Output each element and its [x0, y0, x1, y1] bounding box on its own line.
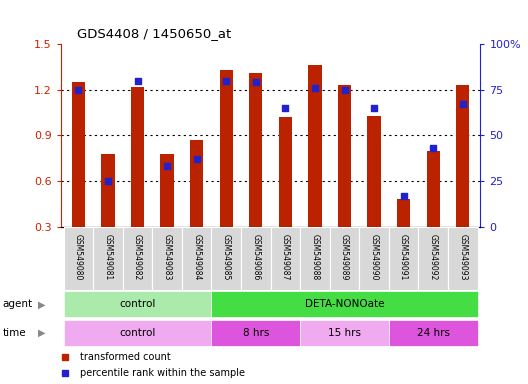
Text: 8 hrs: 8 hrs [243, 328, 269, 338]
Text: GSM549081: GSM549081 [103, 234, 112, 280]
Bar [338, 85, 351, 227]
Bar [64, 320, 212, 346]
Text: GSM549080: GSM549080 [74, 234, 83, 280]
Text: GSM549085: GSM549085 [222, 234, 231, 280]
Text: ▶: ▶ [38, 328, 45, 338]
Bar [64, 291, 212, 317]
Text: GSM549087: GSM549087 [281, 234, 290, 280]
Bar [72, 82, 85, 227]
Bar [212, 291, 477, 317]
Bar [279, 117, 292, 227]
Bar [93, 227, 123, 290]
Text: GSM549084: GSM549084 [192, 234, 201, 280]
Point [104, 178, 112, 184]
Text: GSM549091: GSM549091 [399, 234, 408, 280]
Text: control: control [119, 299, 156, 310]
Text: GSM549093: GSM549093 [458, 234, 467, 280]
Text: transformed count: transformed count [80, 352, 171, 362]
Bar [329, 227, 359, 290]
Bar [367, 116, 381, 227]
Text: GSM549092: GSM549092 [429, 234, 438, 280]
Point [252, 79, 260, 86]
Bar [389, 227, 418, 290]
Text: DETA-NONOate: DETA-NONOate [305, 299, 384, 310]
Bar [427, 151, 440, 227]
Bar [220, 70, 233, 227]
Bar [448, 227, 477, 290]
Point [458, 101, 467, 108]
Bar [271, 227, 300, 290]
Bar [389, 320, 477, 346]
Text: time: time [3, 328, 26, 338]
Point [134, 78, 142, 84]
Text: percentile rank within the sample: percentile rank within the sample [80, 368, 244, 378]
Text: ▶: ▶ [38, 299, 45, 310]
Point [370, 105, 378, 111]
Point [340, 87, 348, 93]
Bar [308, 65, 322, 227]
Text: GSM549083: GSM549083 [163, 234, 172, 280]
Text: control: control [119, 328, 156, 338]
Text: GSM549089: GSM549089 [340, 234, 349, 280]
Bar [300, 227, 329, 290]
Text: GDS4408 / 1450650_at: GDS4408 / 1450650_at [77, 27, 231, 40]
Point [281, 105, 289, 111]
Bar [212, 320, 300, 346]
Point [429, 145, 437, 151]
Point [163, 163, 172, 169]
Text: 15 hrs: 15 hrs [328, 328, 361, 338]
Bar [101, 154, 115, 227]
Bar [241, 227, 271, 290]
Text: GSM549086: GSM549086 [251, 234, 260, 280]
Bar [300, 320, 389, 346]
Point [74, 87, 83, 93]
Bar [131, 87, 144, 227]
Bar [456, 85, 469, 227]
Text: GSM549090: GSM549090 [370, 234, 379, 280]
Bar [397, 199, 410, 227]
Bar [190, 140, 203, 227]
Bar [418, 227, 448, 290]
Bar [123, 227, 153, 290]
Text: 24 hrs: 24 hrs [417, 328, 450, 338]
Text: agent: agent [3, 299, 33, 310]
Bar [161, 154, 174, 227]
Bar [212, 227, 241, 290]
Point [193, 156, 201, 162]
Bar [249, 73, 262, 227]
Bar [64, 227, 93, 290]
Point [399, 192, 408, 199]
Bar [153, 227, 182, 290]
Text: GSM549082: GSM549082 [133, 234, 142, 280]
Point [222, 78, 231, 84]
Text: GSM549088: GSM549088 [310, 234, 319, 280]
Point [310, 85, 319, 91]
Bar [182, 227, 212, 290]
Bar [359, 227, 389, 290]
